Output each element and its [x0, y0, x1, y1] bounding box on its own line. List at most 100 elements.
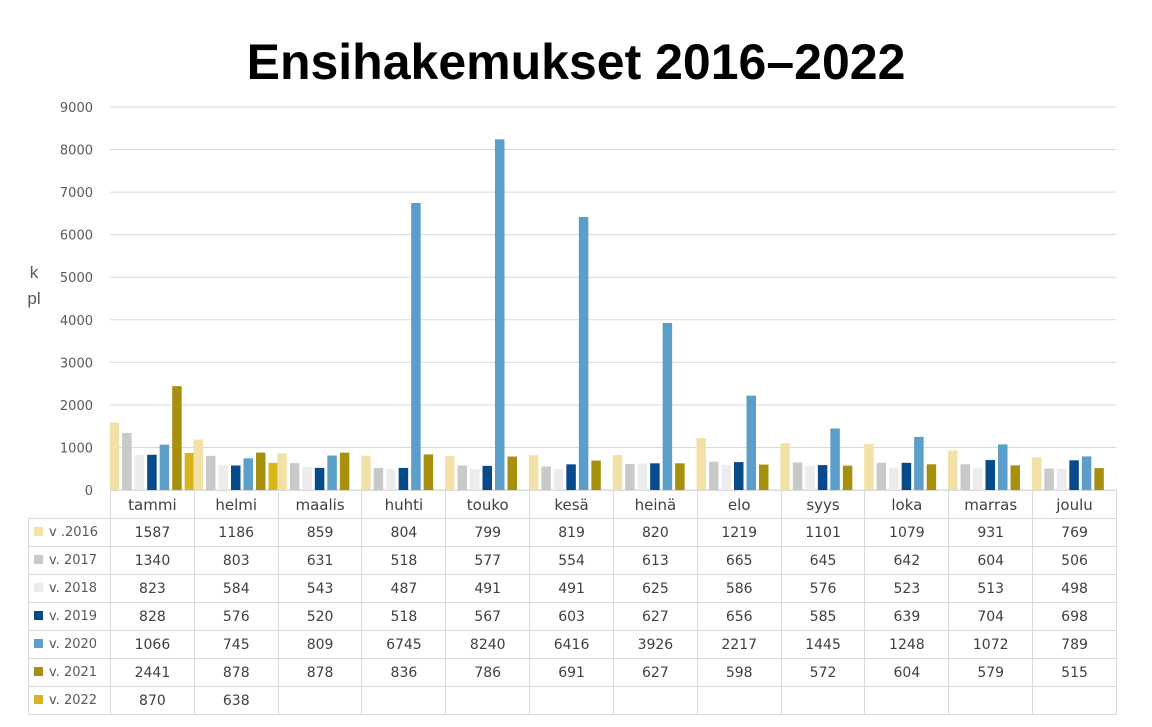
bar: [134, 454, 145, 490]
bar: [423, 454, 434, 490]
bar: [734, 462, 744, 490]
bar: [361, 455, 371, 490]
data-label: [277, 686, 363, 715]
legend-entry: v. 2019: [28, 602, 111, 631]
data-label: 1587: [110, 518, 195, 547]
data-label: [529, 686, 614, 715]
y-tick-label: 2000: [60, 399, 93, 414]
data-label: 579: [948, 658, 1034, 687]
bar: [243, 458, 253, 490]
bar: [709, 461, 719, 490]
data-label: 704: [948, 602, 1034, 631]
x-tick-label: elo: [696, 490, 782, 519]
data-label: 3926: [612, 630, 698, 659]
legend-label: v. 2022: [49, 693, 98, 708]
bar: [696, 438, 706, 490]
table-row: v. 2019 828 576 520 518 567 603 627 656 585 639 704…: [28, 602, 1117, 631]
bar: [948, 450, 958, 490]
table-row: v. 2021 2441 878 878 836 786 691 627 598 572 604 57…: [28, 658, 1117, 687]
data-label: 1219: [696, 518, 782, 547]
y-tick-label: 6000: [60, 229, 93, 244]
bar: [528, 455, 539, 490]
data-label: 576: [780, 574, 866, 603]
data-label: 627: [612, 602, 698, 631]
data-label: 627: [612, 658, 698, 687]
legend-swatch: [34, 639, 43, 648]
data-label: 1340: [110, 546, 195, 575]
bar: [159, 444, 170, 490]
y-tick-label: 8000: [60, 144, 93, 159]
data-label: 789: [1032, 630, 1117, 659]
data-label: 823: [110, 574, 195, 603]
data-label: 2441: [110, 658, 195, 687]
data-label: [780, 686, 866, 715]
bar: [591, 460, 601, 490]
bar: [578, 216, 589, 490]
y-tick-label: 1000: [60, 441, 93, 456]
bar: [1094, 468, 1104, 490]
bar: [327, 455, 337, 490]
y-tick-label: 3000: [60, 356, 93, 371]
legend-swatch: [34, 667, 43, 676]
bar: [637, 463, 648, 490]
bar: [612, 455, 623, 490]
bar: [109, 422, 120, 490]
data-label: 820: [612, 518, 698, 547]
data-label: 586: [696, 574, 782, 603]
legend-label: v. 2021: [49, 665, 98, 680]
bar: [482, 465, 492, 490]
bar: [1031, 457, 1042, 490]
bar: [914, 436, 924, 490]
bar: [277, 453, 287, 490]
table-row: v .2016 1587 1186 859 804 799 819 820 1219 1101 10…: [28, 518, 1117, 547]
data-label: 598: [696, 658, 782, 687]
legend-label: v. 2018: [49, 581, 98, 596]
data-label: 819: [529, 518, 614, 547]
bar: [314, 467, 325, 490]
table-row: v. 2017 1340 803 631 518 577 554 613 665 645 642 60…: [28, 546, 1117, 575]
bar: [386, 469, 396, 490]
bar: [1010, 465, 1020, 490]
legend-swatch: [34, 555, 43, 564]
data-label: 631: [277, 546, 363, 575]
data-label: 698: [1032, 602, 1117, 631]
legend-swatch: [34, 695, 43, 704]
bar: [495, 139, 505, 490]
legend-label: v. 2019: [49, 609, 98, 624]
bar: [721, 465, 731, 490]
bar: [541, 466, 551, 490]
bar: [746, 395, 756, 490]
bar: [470, 469, 480, 490]
bar: [985, 460, 995, 490]
data-label: 523: [864, 574, 950, 603]
data-label: 543: [277, 574, 363, 603]
data-label: [948, 686, 1034, 715]
bar: [147, 454, 157, 490]
x-tick-label: maalis: [277, 490, 363, 519]
bar: [973, 468, 983, 490]
bar: [662, 322, 673, 490]
bar: [1081, 456, 1092, 490]
bar: [507, 456, 517, 490]
data-label: 786: [445, 658, 531, 687]
bar: [339, 452, 350, 490]
table-row: v. 2018 823 584 543 487 491 491 625 586 576 523 513…: [28, 574, 1117, 603]
x-tick-label: syys: [780, 490, 866, 519]
data-label: 577: [445, 546, 531, 575]
data-label: 518: [361, 602, 447, 631]
x-tick-label: loka: [864, 490, 950, 519]
bar: [675, 463, 685, 490]
data-label: 6416: [529, 630, 614, 659]
data-label: 799: [445, 518, 531, 547]
bar: [218, 465, 228, 490]
data-label: 513: [948, 574, 1034, 603]
legend-entry: v .2016: [28, 518, 111, 547]
bar: [780, 443, 790, 490]
data-label: [612, 686, 698, 715]
data-label: 745: [193, 630, 279, 659]
data-label: 878: [193, 658, 279, 687]
table-row: v. 2020 1066 745 809 6745 8240 6416 3926 2217 144…: [28, 630, 1117, 659]
data-label: 604: [864, 658, 950, 687]
data-label: 645: [780, 546, 866, 575]
bar: [876, 462, 887, 490]
